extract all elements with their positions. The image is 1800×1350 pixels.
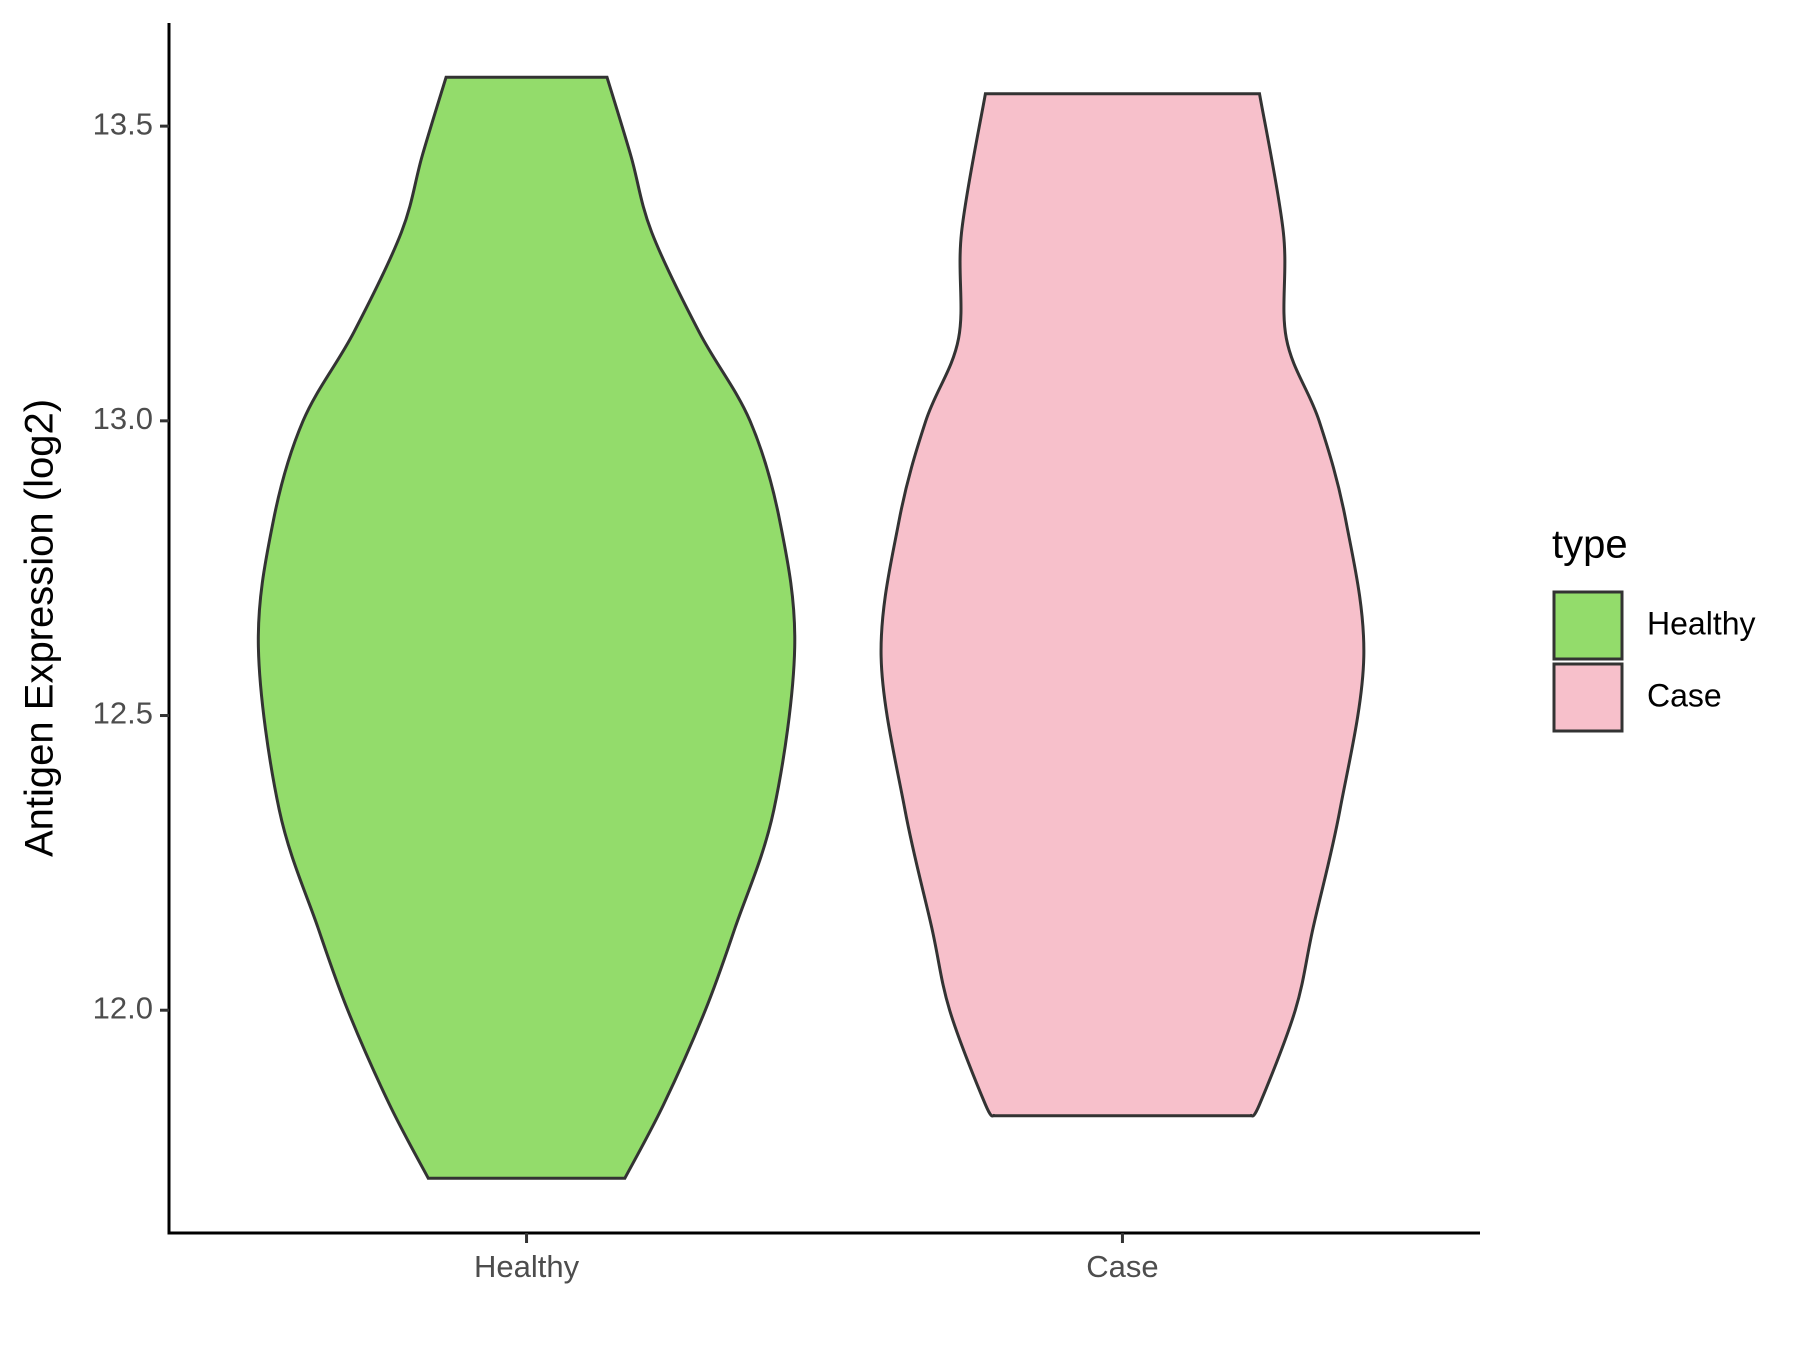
legend-title: type <box>1552 523 1628 567</box>
y-tick-label: 13.5 <box>93 106 153 141</box>
y-tick-label: 12.5 <box>93 696 153 731</box>
legend-key <box>1552 662 1624 733</box>
violin <box>256 75 797 1180</box>
y-axis-title: Antigen Expression (log2) <box>18 399 62 857</box>
legend-label: Case <box>1647 677 1722 713</box>
x-tick-label: Case <box>1086 1249 1158 1284</box>
legend-label: Healthy <box>1647 605 1756 641</box>
violin <box>879 92 1366 1118</box>
y-tick-label: 13.0 <box>93 401 153 436</box>
x-tick-label: Healthy <box>474 1249 580 1284</box>
y-tick-label: 12.0 <box>93 990 153 1025</box>
legend-key <box>1552 590 1624 661</box>
